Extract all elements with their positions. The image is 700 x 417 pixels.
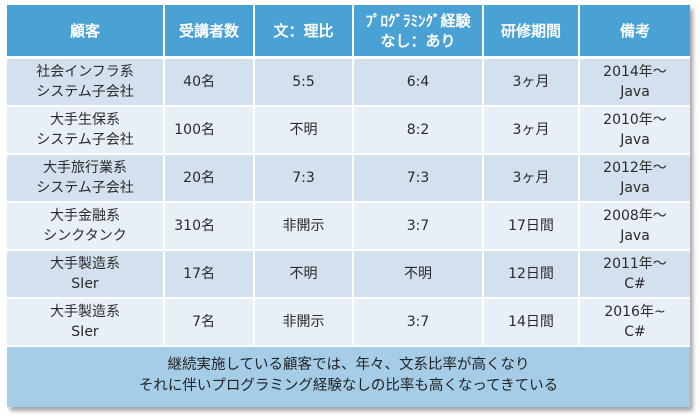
cell-experience: 不明 [354,251,484,299]
header-period: 研修期間 [484,5,580,59]
header-programming-experience: ﾌﾟﾛｸﾞﾗﾐﾝｸﾞ経験 なし：あり [354,5,484,59]
cell-ratio: 不明 [255,107,354,155]
header-students: 受講者数 [165,5,255,59]
cell-client: 大手製造系 SIer [7,251,165,299]
cell-period: 3ヶ月 [484,59,580,107]
cell-ratio: 非開示 [255,299,354,347]
table-header-row: 顧客 受講者数 文：理比 ﾌﾟﾛｸﾞﾗﾐﾝｸﾞ経験 なし：あり 研修期間 備考 [7,5,690,59]
cell-experience: 3:7 [354,299,484,347]
cell-period: 17日間 [484,203,580,251]
summary-note: 継続実施している顧客では、年々、文系比率が高くなり それに伴いプログラミング経験… [7,347,690,407]
header-ratio: 文：理比 [255,5,354,59]
cell-students: 7名 [165,299,255,347]
header-client: 顧客 [7,5,165,59]
cell-period: 3ヶ月 [484,107,580,155]
header-notes: 備考 [580,5,690,59]
cell-client: 大手製造系 SIer [7,299,165,347]
cell-notes: 2016年~ C# [580,299,690,347]
cell-students: 17名 [165,251,255,299]
cell-ratio: 5:5 [255,59,354,107]
training-table: 顧客 受講者数 文：理比 ﾌﾟﾛｸﾞﾗﾐﾝｸﾞ経験 なし：あり 研修期間 備考 … [7,5,690,347]
cell-ratio: 非開示 [255,203,354,251]
cell-client: 大手生保系 システム子会社 [7,107,165,155]
cell-students: 40名 [165,59,255,107]
cell-ratio: 不明 [255,251,354,299]
cell-period: 12日間 [484,251,580,299]
cell-client: 社会インフラ系 システム子会社 [7,59,165,107]
table-row: 大手製造系 SIer 7名 非開示 3:7 14日間 2016年~ C# [7,299,690,347]
cell-experience: 8:2 [354,107,484,155]
header-exp-line1: ﾌﾟﾛｸﾞﾗﾐﾝｸﾞ経験 [365,11,471,30]
cell-experience: 7:3 [354,155,484,203]
table-row: 大手生保系 システム子会社 100名 不明 8:2 3ヶ月 2010年～ Java [7,107,690,155]
cell-notes: 2010年～ Java [580,107,690,155]
cell-experience: 6:4 [354,59,484,107]
cell-notes: 2014年～ Java [580,59,690,107]
summary-line-1: 継続実施している顧客では、年々、文系比率が高くなり [167,357,530,373]
summary-line-2: それに伴いプログラミング経験なしの比率も高くなってきている [138,378,559,394]
cell-students: 20名 [165,155,255,203]
table-row: 大手製造系 SIer 17名 不明 不明 12日間 2011年～ C# [7,251,690,299]
cell-ratio: 7:3 [255,155,354,203]
cell-client: 大手旅行業系 システム子会社 [7,155,165,203]
cell-notes: 2008年～ Java [580,203,690,251]
cell-period: 3ヶ月 [484,155,580,203]
header-exp-line2: なし：あり [380,31,456,50]
cell-client: 大手金融系 シンクタンク [7,203,165,251]
cell-notes: 2011年～ C# [580,251,690,299]
table-row: 大手金融系 シンクタンク 310名 非開示 3:7 17日間 2008年～ Java [7,203,690,251]
table-row: 大手旅行業系 システム子会社 20名 7:3 7:3 3ヶ月 2012年～ Java [7,155,690,203]
cell-period: 14日間 [484,299,580,347]
cell-notes: 2012年～ Java [580,155,690,203]
table-row: 社会インフラ系 システム子会社 40名 5:5 6:4 3ヶ月 2014年～ Jav… [7,59,690,107]
cell-experience: 3:7 [354,203,484,251]
cell-students: 100名 [165,107,255,155]
cell-students: 310名 [165,203,255,251]
